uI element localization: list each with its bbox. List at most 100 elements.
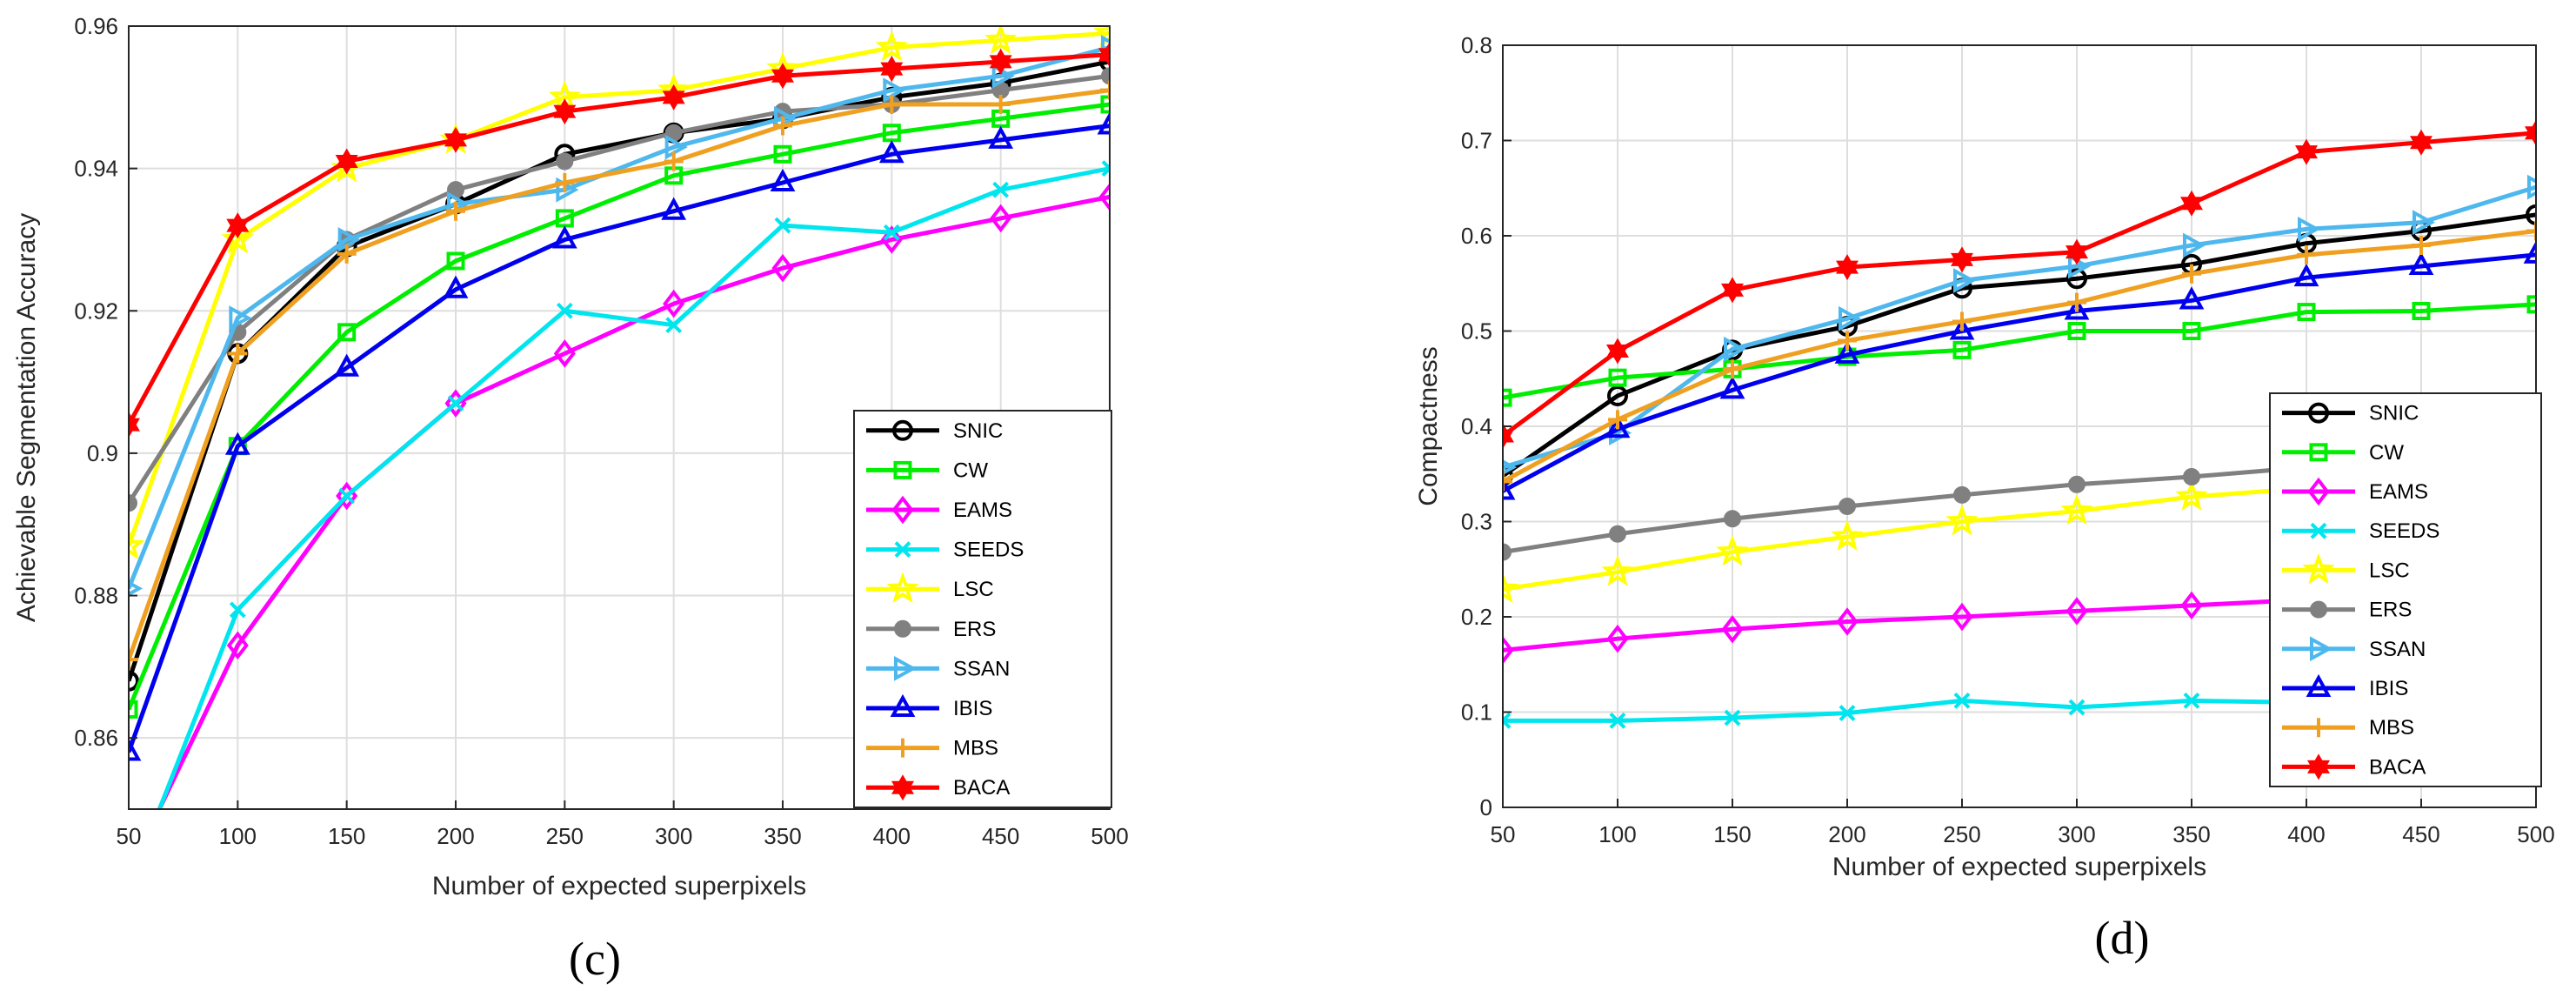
data-point-ibis [878, 140, 904, 164]
data-point-lsc [2175, 479, 2208, 511]
data-point-baca [1951, 246, 1973, 273]
x-tick-label: 150 [328, 823, 365, 849]
data-point-mbs [773, 116, 792, 136]
y-tick-label: 0.86 [74, 725, 118, 751]
data-point-seeds [338, 487, 356, 505]
x-tick-label: 350 [2172, 821, 2210, 847]
data-point-cw [2067, 322, 2086, 340]
data-point-cw [2526, 295, 2536, 314]
data-point-snic [2526, 204, 2536, 225]
legend-marker-lsc [886, 572, 919, 604]
data-point-baca [444, 126, 467, 153]
legend-label-mbs: MBS [2369, 716, 2414, 740]
x-axis-label: Number of expected superpixels [1832, 853, 2206, 881]
data-point-cw [2412, 302, 2431, 321]
data-point-baca [1098, 41, 1110, 68]
y-axis-label: Compactness [1414, 346, 1443, 505]
data-point-ers [2068, 475, 2085, 493]
data-point-seeds [229, 601, 246, 619]
y-tick-label: 0.9 [87, 440, 118, 466]
data-point-ibis [224, 432, 250, 455]
data-point-eams [226, 631, 249, 660]
data-point-eams [990, 204, 1012, 233]
data-point-seeds [1609, 712, 1626, 729]
legend-label-mbs: MBS [953, 737, 998, 760]
data-point-lsc [875, 30, 908, 62]
data-point-mbs [2297, 244, 2316, 264]
data-point-ibis [2293, 264, 2319, 287]
y-tick-label: 0.5 [1461, 318, 1492, 345]
data-point-seeds [1101, 160, 1110, 177]
data-point-lsc [1093, 26, 1110, 48]
legend-marker-baca [2307, 753, 2330, 780]
legend-label-seeds: SEEDS [953, 539, 1024, 562]
legend-label-ssan: SSAN [2369, 638, 2426, 661]
data-point-ibis [2064, 297, 2090, 320]
x-tick-label: 300 [655, 823, 692, 849]
data-point-baca [129, 412, 140, 438]
legend-marker-seeds [894, 541, 911, 559]
x-tick-label: 250 [1943, 821, 1980, 847]
legend-marker-mbs [2309, 718, 2328, 738]
data-point-ssan [129, 580, 143, 597]
y-tick-label: 0.1 [1461, 699, 1492, 726]
data-point-eams [1606, 624, 1629, 653]
legend: SNIC CW EAMS SEEDS LSC ERS SSAN IBIS MBS BACA [2269, 392, 2542, 787]
data-point-seeds [1724, 709, 1741, 726]
legend-marker-cw [893, 460, 912, 479]
legend-label-ers: ERS [2369, 599, 2412, 622]
data-point-seeds [2068, 699, 2085, 716]
data-point-ibis [2179, 286, 2205, 310]
data-point-baca [1503, 422, 1514, 449]
data-point-ers [1101, 67, 1110, 85]
y-tick-label: 0.94 [74, 156, 118, 182]
legend-label-ibis: IBIS [2369, 677, 2408, 700]
data-point-ers [2183, 468, 2200, 486]
data-point-mbs [664, 151, 684, 171]
chart-panel-c: 50 100 150 200 250 300 350 400 450 500 0.86 0.88 0.9… [12, 13, 1129, 985]
data-point-eams [120, 862, 137, 885]
data-point-mbs [337, 244, 357, 264]
data-point-mbs [2412, 235, 2431, 255]
data-point-lsc [1503, 572, 1519, 604]
x-tick-label: 500 [1091, 823, 1128, 849]
data-point-lsc [1716, 534, 1749, 566]
data-point-mbs [991, 95, 1011, 114]
data-point-eams [1098, 183, 1110, 211]
data-point-eams [2065, 597, 2088, 626]
series-line-lsc [129, 30, 1110, 547]
y-tick-label: 0.6 [1461, 223, 1492, 249]
data-point-cw [773, 144, 792, 164]
data-point-baca [989, 48, 1012, 75]
data-point-mbs [555, 173, 575, 192]
data-point-mbs [228, 344, 248, 364]
legend-marker-baca [891, 774, 914, 801]
chart-panel-d: 50 100 150 200 250 300 350 400 450 500 0 0.1 0.2 0.3 0… [1414, 32, 2555, 964]
series-line-eams [157, 194, 1110, 809]
data-point-baca [2180, 190, 2203, 217]
x-axis-label: Number of expected superpixels [432, 872, 806, 900]
data-point-eams [771, 253, 794, 283]
y-tick-label: 0.96 [74, 13, 118, 39]
data-point-ssan [1953, 268, 1977, 293]
legend-marker-mbs [893, 738, 912, 758]
data-point-cw [446, 251, 465, 271]
x-tick-label: 300 [2058, 821, 2095, 847]
data-point-ers [1724, 510, 1741, 528]
data-point-cw [1952, 340, 1972, 359]
data-point-ssan [1724, 336, 1747, 362]
data-point-lsc [2060, 493, 2093, 525]
series-line-seeds [157, 166, 1110, 809]
series-line-cw [129, 102, 1110, 711]
data-point-seeds [2183, 692, 2200, 709]
data-point-baca [335, 148, 358, 175]
data-point-lsc [984, 26, 1018, 55]
x-tick-label: 50 [117, 823, 142, 849]
data-point-ers [129, 494, 137, 512]
legend-label-ers: ERS [953, 618, 996, 641]
data-point-baca [553, 98, 577, 125]
data-point-baca [2295, 138, 2318, 165]
data-point-baca [1836, 254, 1859, 281]
legend-marker-ibis [890, 693, 916, 717]
